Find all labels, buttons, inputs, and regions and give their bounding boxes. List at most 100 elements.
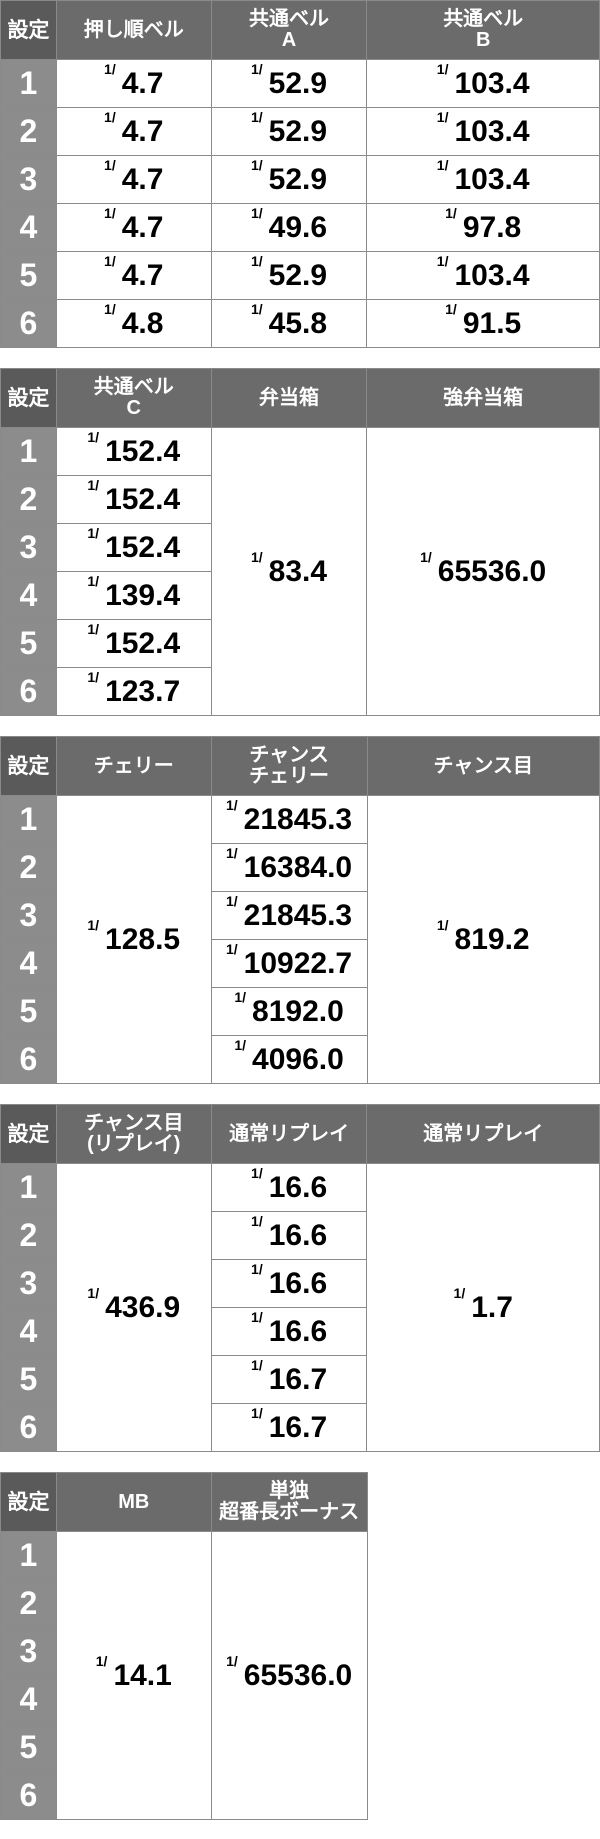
probability-value: 139.4 [105, 578, 181, 612]
fraction-prefix: 1/ [436, 108, 449, 125]
probability-cell: 1/4.7 [55, 59, 212, 108]
fraction-prefix: 1/ [87, 476, 100, 493]
probability-value: 83.4 [268, 554, 328, 588]
setting-number: 1 [0, 795, 57, 844]
column-header: 共通ベル B [366, 0, 600, 60]
fraction-prefix: 1/ [250, 252, 263, 269]
probability-value: 152.4 [105, 482, 181, 516]
probability-value: 52.9 [268, 258, 328, 292]
probability-cell: 1/139.4 [55, 571, 212, 620]
column-header: 共通ベル C [55, 368, 212, 428]
probability-cell: 1/8192.0 [210, 987, 368, 1036]
probability-cell: 1/4.8 [55, 299, 212, 348]
probability-cell: 1/52.9 [210, 59, 368, 108]
probability-value: 10922.7 [243, 946, 353, 980]
fraction-prefix: 1/ [250, 300, 263, 317]
probability-cell: 1/103.4 [366, 251, 600, 300]
fraction-prefix: 1/ [87, 428, 100, 445]
setting-number: 4 [0, 939, 57, 988]
column-header: 強弁当箱 [366, 368, 600, 428]
probability-cell: 1/83.4 [210, 427, 368, 716]
fraction-prefix: 1/ [251, 1260, 263, 1277]
probability-cell: 1/103.4 [366, 155, 600, 204]
setting-header: 設定 [0, 0, 57, 60]
setting-number: 2 [0, 843, 57, 892]
probability-value: 52.9 [268, 162, 328, 196]
column-header: 共通ベル A [210, 0, 368, 60]
probability-cell: 1/152.4 [55, 523, 212, 572]
setting-number: 1 [0, 1531, 57, 1580]
fraction-prefix: 1/ [225, 892, 238, 909]
setting-number: 1 [0, 59, 57, 108]
probability-value: 152.4 [105, 626, 181, 660]
probability-cell: 1/103.4 [366, 107, 600, 156]
setting-number: 5 [0, 1723, 57, 1772]
probability-cell: 1/14.1 [55, 1531, 212, 1820]
probability-value: 97.8 [462, 210, 522, 244]
probability-value: 16.6 [268, 1218, 328, 1252]
column-header: 弁当箱 [210, 368, 368, 428]
setting-number: 2 [0, 475, 57, 524]
setting-number: 2 [0, 107, 57, 156]
column-header: チェリー [55, 736, 212, 796]
probability-value: 123.7 [105, 674, 181, 708]
probability-cell: 1/1.7 [366, 1163, 600, 1452]
fraction-prefix: 1/ [87, 668, 100, 685]
probability-cell: 1/4.7 [55, 251, 212, 300]
setting-number: 3 [0, 155, 57, 204]
probability-value: 16.6 [268, 1314, 328, 1348]
setting-number: 6 [0, 667, 57, 716]
column-header: MB [55, 1472, 212, 1532]
probability-cell: 1/436.9 [55, 1163, 212, 1452]
fraction-prefix: 1/ [251, 1356, 263, 1373]
probability-cell: 1/819.2 [366, 795, 600, 1084]
probability-cell: 1/21845.3 [210, 891, 368, 940]
probability-table: 設定 MB 単独 超番長ボーナス 1 1/14.1 1/65536.0 2 3 4 5 6 [0, 1472, 600, 1820]
fraction-prefix: 1/ [87, 916, 100, 933]
probability-cell: 1/65536.0 [366, 427, 600, 716]
fraction-prefix: 1/ [87, 524, 100, 541]
empty-cell [367, 1772, 599, 1820]
fraction-prefix: 1/ [234, 988, 247, 1005]
probability-value: 152.4 [105, 434, 181, 468]
empty-cell [367, 1532, 599, 1580]
probability-value: 103.4 [454, 114, 530, 148]
probability-cell: 1/16.6 [210, 1211, 368, 1260]
probability-value: 8192.0 [252, 994, 344, 1028]
empty-cell [367, 1580, 599, 1628]
probability-value: 45.8 [268, 306, 328, 340]
probability-value: 14.1 [113, 1658, 172, 1692]
probability-cell: 1/16.6 [210, 1307, 368, 1356]
probability-cell: 1/49.6 [210, 203, 368, 252]
column-header: 単独 超番長ボーナス [210, 1472, 368, 1532]
fraction-prefix: 1/ [95, 1652, 108, 1669]
setting-number: 3 [0, 523, 57, 572]
column-header: チャンス チェリー [210, 736, 368, 796]
setting-number: 2 [0, 1211, 57, 1260]
setting-number: 1 [0, 427, 57, 476]
column-header: 通常リプレイ [366, 1104, 600, 1164]
probability-cell: 1/16.7 [210, 1355, 368, 1404]
probability-value: 103.4 [454, 258, 530, 292]
probability-cell: 1/52.9 [210, 251, 368, 300]
setting-number: 3 [0, 1627, 57, 1676]
probability-value: 152.4 [105, 530, 181, 564]
setting-number: 5 [0, 1355, 57, 1404]
probability-cell: 1/16384.0 [210, 843, 368, 892]
probability-value: 21845.3 [243, 898, 353, 932]
fraction-prefix: 1/ [436, 156, 449, 173]
probability-value: 65536.0 [243, 1658, 353, 1692]
setting-number: 5 [0, 987, 57, 1036]
empty-cell [367, 1676, 599, 1724]
probability-value: 4.7 [121, 66, 164, 100]
probability-cell: 1/152.4 [55, 619, 212, 668]
probability-value: 52.9 [268, 114, 328, 148]
fraction-prefix: 1/ [225, 940, 238, 957]
probability-cell: 1/4.7 [55, 203, 212, 252]
probability-cell: 1/103.4 [366, 59, 600, 108]
setting-number: 6 [0, 299, 57, 348]
probability-value: 65536.0 [437, 554, 547, 588]
probability-value: 4.7 [121, 258, 164, 292]
probability-value: 16.7 [268, 1362, 328, 1396]
setting-header: 設定 [0, 1104, 57, 1164]
